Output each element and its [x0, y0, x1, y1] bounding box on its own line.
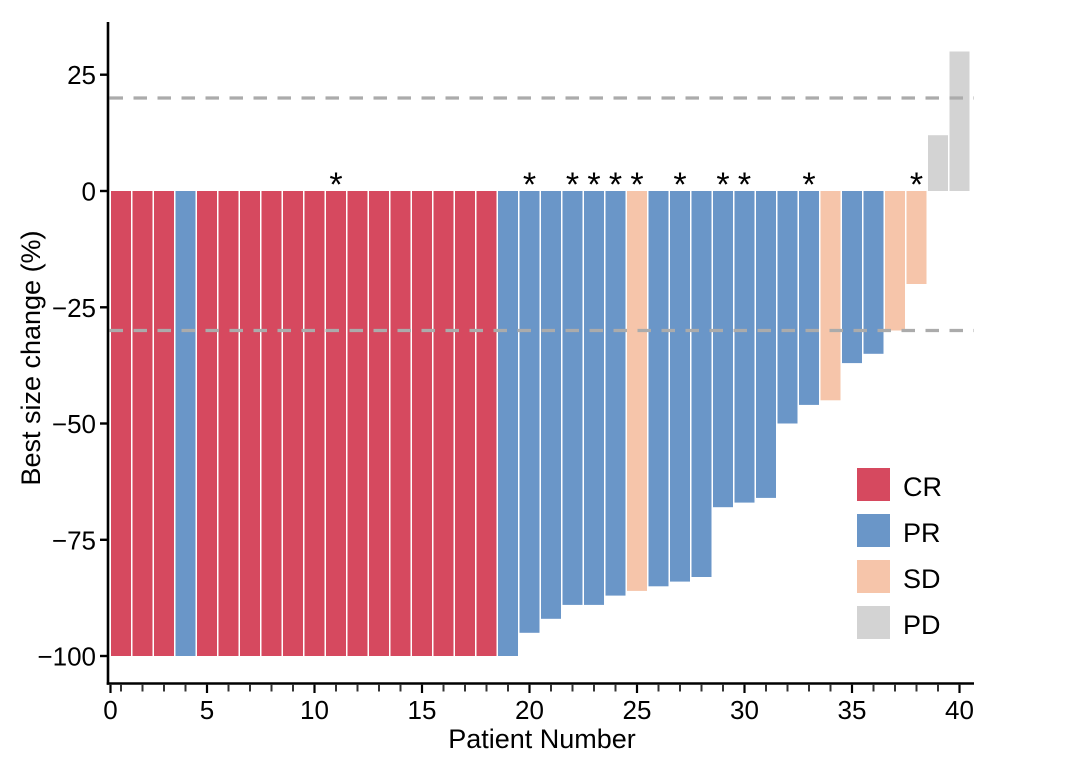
asterisk-patient-25: * [630, 166, 643, 204]
bar-patient-16 [433, 191, 454, 656]
legend-label-SD: SD [903, 564, 941, 594]
bar-patient-9 [283, 191, 303, 656]
x-tick-label-5: 5 [200, 695, 214, 725]
x-tick-label-0: 0 [103, 695, 117, 725]
y-tick-label--75: −75 [52, 525, 96, 555]
asterisk-annotations: * * * * * * * * * * * [329, 166, 923, 204]
bar-patient-11 [326, 191, 346, 656]
legend-item-PR: PR [857, 514, 941, 548]
bar-patient-39 [928, 135, 948, 191]
bar-patient-38 [906, 191, 927, 284]
asterisk-patient-33: * [802, 166, 815, 204]
bar-patient-14 [390, 191, 411, 656]
asterisk-patient-24: * [609, 166, 622, 204]
bar-patient-34 [820, 191, 841, 401]
legend-item-PD: PD [857, 606, 941, 640]
bar-patient-30 [734, 191, 755, 503]
bar-patient-28 [691, 191, 712, 577]
legend-label-PD: PD [903, 610, 941, 640]
bar-patient-23 [584, 191, 604, 605]
bar-patient-4 [175, 191, 196, 656]
bar-patient-3 [154, 191, 174, 656]
x-tick-label-30: 30 [730, 695, 759, 725]
asterisk-patient-29: * [716, 166, 729, 204]
bar-patient-2 [132, 191, 153, 656]
y-tick-label-0: 0 [82, 177, 96, 207]
bar-patient-33 [799, 191, 819, 405]
bar-patient-15 [412, 191, 432, 656]
bar-patient-40 [949, 51, 970, 191]
legend-item-CR: CR [857, 468, 942, 502]
x-tick-label-15: 15 [408, 695, 437, 725]
bar-patient-21 [541, 191, 561, 619]
legend-swatch-SD [857, 560, 890, 593]
legend: CR PR SD PD [857, 468, 942, 640]
bar-patient-31 [756, 191, 776, 498]
bar-patient-12 [347, 191, 368, 656]
x-tick-label-40: 40 [945, 695, 974, 725]
legend-label-CR: CR [903, 472, 942, 502]
bar-patient-24 [605, 191, 626, 596]
bar-patient-37 [885, 191, 905, 331]
bar-patient-5 [197, 191, 217, 656]
legend-swatch-PR [857, 514, 890, 547]
y-tick-label-25: 25 [67, 60, 96, 90]
bar-patient-25 [627, 191, 647, 591]
asterisk-patient-27: * [673, 166, 686, 204]
bar-patient-27 [670, 191, 690, 582]
bar-patient-17 [455, 191, 475, 656]
asterisk-patient-22: * [566, 166, 579, 204]
bar-patient-10 [304, 191, 325, 656]
asterisk-patient-11: * [329, 166, 342, 204]
bars-layer [111, 51, 970, 656]
bar-patient-26 [648, 191, 669, 587]
bar-patient-32 [777, 191, 798, 424]
x-tick-label-25: 25 [623, 695, 652, 725]
asterisk-patient-30: * [738, 166, 751, 204]
asterisk-patient-38: * [910, 166, 923, 204]
x-tick-label-20: 20 [515, 695, 544, 725]
bar-patient-22 [562, 191, 583, 605]
bar-patient-8 [261, 191, 282, 656]
x-axis-title: Patient Number [448, 724, 636, 754]
bar-patient-35 [842, 191, 862, 364]
legend-swatch-CR [857, 468, 890, 501]
bar-patient-18 [476, 191, 497, 656]
y-tick-label--50: −50 [52, 409, 96, 439]
bar-patient-1 [111, 191, 131, 656]
y-tick-label--100: −100 [37, 642, 96, 672]
bar-patient-13 [369, 191, 389, 656]
y-tick-label--25: −25 [52, 293, 96, 323]
asterisk-patient-23: * [587, 166, 600, 204]
bar-patient-7 [240, 191, 260, 656]
x-tick-label-35: 35 [838, 695, 867, 725]
x-tick-label-10: 10 [300, 695, 329, 725]
legend-item-SD: SD [857, 560, 941, 594]
legend-swatch-PD [857, 606, 890, 639]
asterisk-patient-20: * [523, 166, 536, 204]
bar-patient-29 [713, 191, 733, 508]
y-axis-title: Best size change (%) [16, 230, 46, 485]
bar-patient-20 [519, 191, 540, 633]
reference-lines [109, 96, 974, 333]
bar-patient-6 [218, 191, 239, 656]
bar-patient-36 [863, 191, 884, 354]
bar-patient-19 [498, 191, 518, 656]
legend-label-PR: PR [903, 518, 941, 548]
